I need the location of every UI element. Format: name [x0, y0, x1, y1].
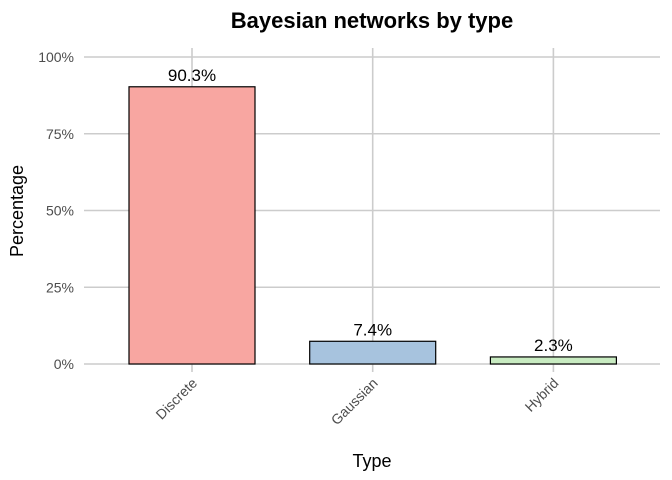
y-tick-label: 50%: [46, 203, 74, 219]
data-label: 7.4%: [353, 320, 392, 339]
bar-discrete: [128, 86, 256, 365]
y-axis-title: Percentage: [7, 165, 27, 257]
x-axis-title: Type: [352, 451, 391, 471]
x-tick-label: Hybrid: [522, 375, 562, 415]
y-tick-label: 25%: [46, 279, 74, 295]
chart-title: Bayesian networks by type: [231, 8, 513, 33]
x-tick-label: Discrete: [152, 375, 200, 423]
y-tick-label: 0%: [54, 356, 74, 372]
y-tick-label: 75%: [46, 126, 74, 142]
data-label: 90.3%: [168, 66, 216, 85]
bar-gaussian: [309, 340, 437, 365]
data-label: 2.3%: [534, 336, 573, 355]
bar-hybrid: [489, 356, 617, 365]
x-tick-label: Gaussian: [328, 375, 381, 428]
y-tick-label: 100%: [38, 49, 74, 65]
